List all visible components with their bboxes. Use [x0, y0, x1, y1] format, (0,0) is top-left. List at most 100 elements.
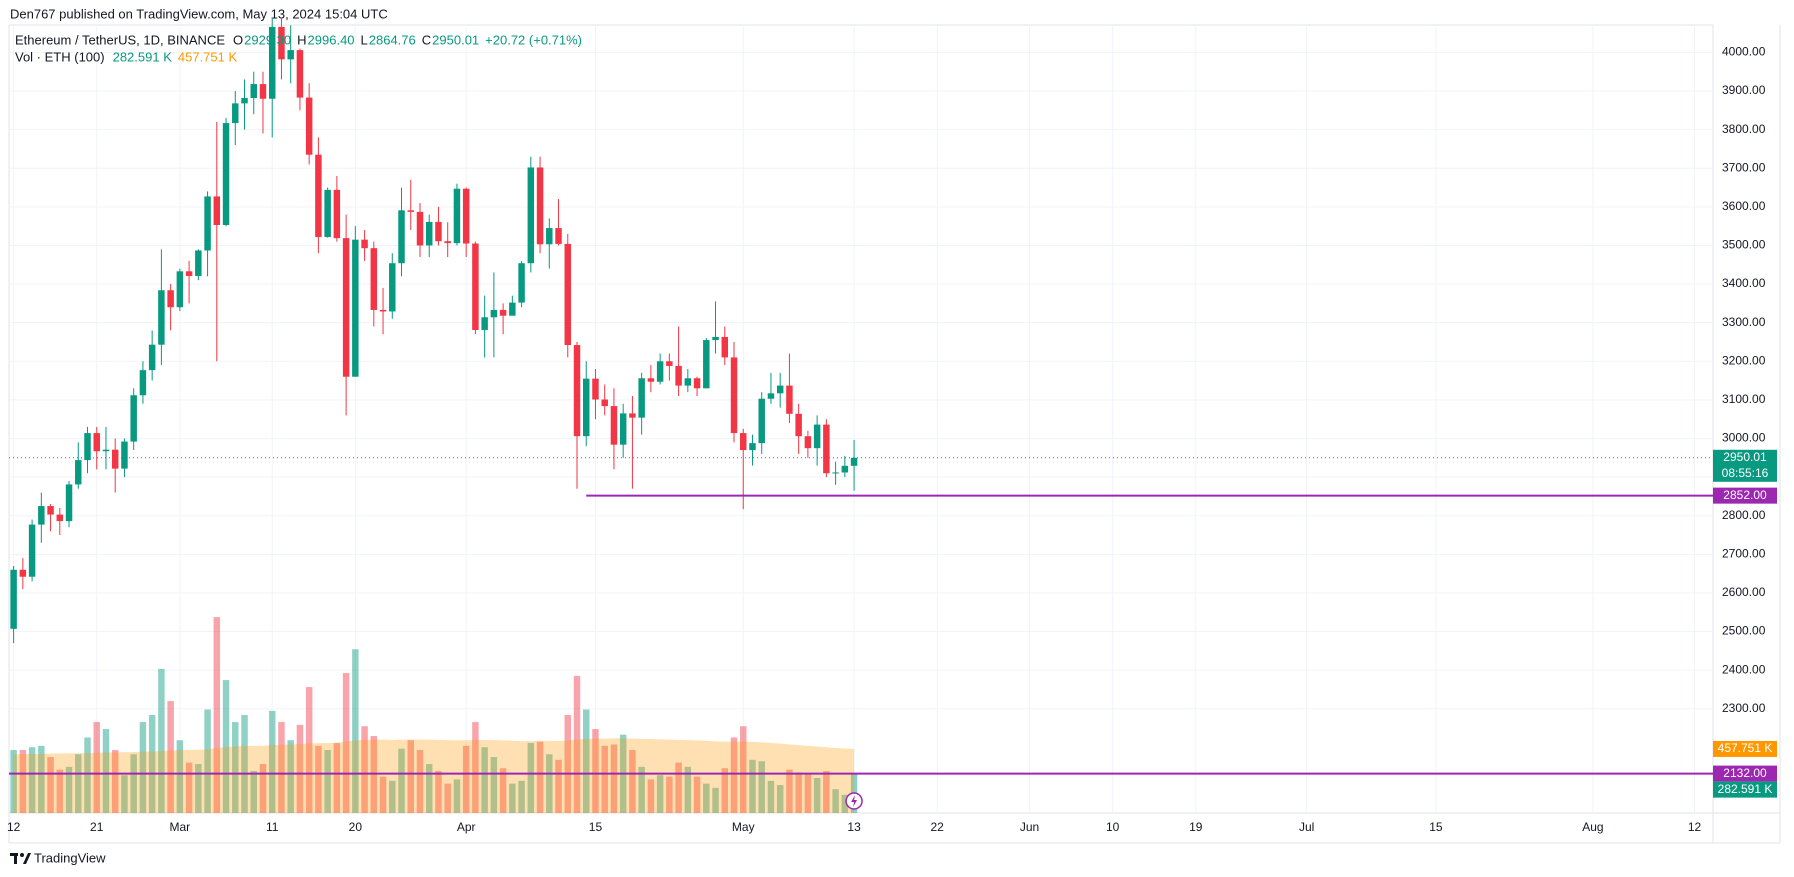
volume-bar: [490, 757, 498, 813]
candle-body: [176, 271, 184, 308]
volume-bar: [813, 778, 821, 813]
candle-body: [370, 248, 378, 310]
candle-body: [352, 239, 359, 377]
volume-bar: [462, 745, 470, 813]
y-tick-label: 3800.00: [1722, 122, 1766, 136]
volume-bar: [259, 764, 267, 813]
candle-body: [158, 290, 165, 345]
ohlc-key: O: [233, 32, 243, 47]
volume-bar: [65, 766, 73, 813]
candle-body: [287, 50, 294, 60]
volume-bar: [10, 750, 17, 813]
volume-bar: [435, 771, 442, 813]
candle-body: [509, 302, 516, 316]
y-tick-label: 3100.00: [1722, 392, 1766, 406]
candle-body: [546, 228, 553, 245]
volume-bar: [841, 794, 849, 813]
candle-body: [767, 393, 775, 399]
candle-body: [65, 484, 73, 522]
volume-bar: [472, 722, 479, 813]
candle-body: [139, 370, 147, 396]
brand-logo: [10, 853, 31, 864]
candle-body: [278, 26, 285, 60]
y-tick-label: 2800.00: [1722, 508, 1766, 522]
candle-body: [389, 263, 396, 312]
volume-bar: [19, 750, 27, 813]
x-tick-label: 10: [1106, 820, 1120, 834]
alert-icon-bolt: [851, 795, 858, 807]
candle-body: [675, 365, 682, 386]
candle-body: [813, 424, 821, 449]
candle-body: [472, 243, 479, 331]
grid: [9, 25, 1713, 813]
candle-body: [10, 569, 17, 629]
publisher-line: Den767 published on TradingView.com, May…: [10, 6, 388, 21]
candle-body: [379, 309, 387, 312]
candle-body: [204, 196, 211, 251]
x-tick-label: Jun: [1020, 820, 1039, 834]
last-price-tag-label: 08:55:16: [1722, 466, 1769, 480]
ohlc-key: L: [361, 32, 368, 47]
x-tick-label: 15: [589, 820, 603, 834]
candle-body: [296, 50, 304, 98]
candle-body: [850, 457, 858, 466]
volume-bar: [102, 729, 110, 813]
x-tick-label: 11: [266, 820, 279, 834]
candle-body: [425, 221, 433, 246]
volume-bar: [148, 715, 156, 813]
candle-body: [305, 97, 313, 155]
volume-bar: [546, 754, 553, 813]
volume-bar: [481, 747, 488, 813]
candle-body: [453, 188, 461, 244]
candle-body: [730, 357, 738, 434]
x-tick-label: 12: [7, 820, 21, 834]
candle-body: [130, 395, 137, 442]
candle-body: [213, 196, 221, 225]
candle-body: [148, 344, 156, 371]
candle-body: [693, 378, 701, 389]
candle-body: [721, 336, 729, 358]
x-tick-label: 12: [1688, 820, 1702, 834]
candle-body: [222, 123, 230, 225]
y-tick-label: 3700.00: [1722, 160, 1766, 174]
ohlc-key: C: [422, 32, 431, 47]
volume-bar: [75, 754, 82, 813]
level-tag: [1713, 765, 1777, 782]
candle-body: [527, 167, 535, 264]
candle-body: [435, 221, 442, 242]
volume-value: 282.591 K: [113, 49, 173, 64]
volume-ma-area: [13, 738, 855, 813]
volume-bar: [56, 769, 64, 813]
volume-bar: [721, 768, 729, 813]
volume-last-tag-label: 282.591 K: [1718, 782, 1773, 796]
volume-bar: [342, 673, 350, 813]
candle-body: [102, 449, 110, 452]
candle-body: [19, 569, 27, 577]
ohlc-value: 2996.40: [308, 32, 355, 47]
last-price-tag: [1713, 449, 1777, 482]
y-tick-label: 2600.00: [1722, 585, 1766, 599]
candle-body: [315, 154, 322, 237]
y-tick-label: 3300.00: [1722, 315, 1766, 329]
volume-bar: [703, 783, 710, 813]
price-change: +20.72 (+0.71%): [485, 32, 582, 47]
candle-body: [749, 443, 756, 451]
volume-bar: [176, 740, 184, 813]
volume-bar: [213, 617, 221, 813]
candle-body: [111, 449, 119, 469]
x-tick-label: Mar: [170, 820, 191, 834]
candle-body: [555, 228, 562, 244]
volume-ma-value: 457.751 K: [178, 49, 238, 64]
level-tag-label: 2132.00: [1723, 766, 1767, 780]
volume-bar: [38, 745, 45, 813]
y-tick-label: 4000.00: [1722, 45, 1766, 59]
volume-bar: [333, 743, 341, 813]
volume-title: Vol · ETH (100): [15, 49, 105, 64]
candle-body: [804, 436, 812, 449]
candle-body: [703, 340, 710, 389]
y-tick-label: 2500.00: [1722, 624, 1766, 638]
volume-bar: [324, 750, 331, 813]
volume-bar: [767, 780, 775, 813]
volume-bar: [527, 743, 535, 813]
